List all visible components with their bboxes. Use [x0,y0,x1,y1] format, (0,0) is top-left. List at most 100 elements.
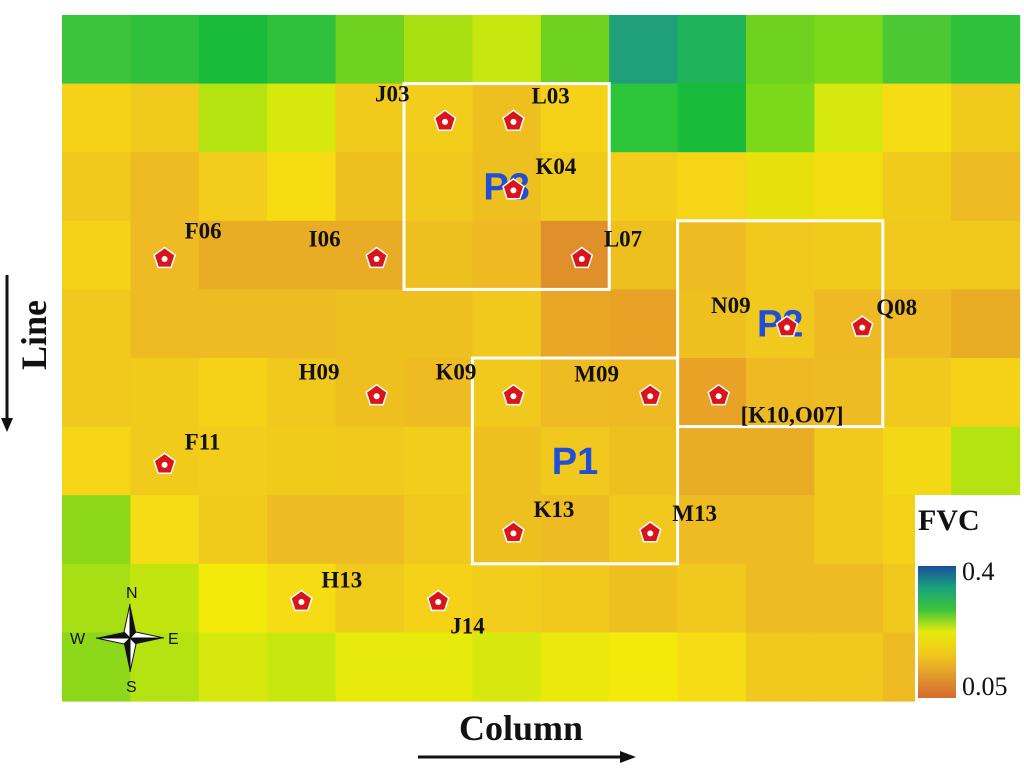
site-dot [373,393,380,400]
grid-cell [540,495,610,565]
site-marker: K13 [502,497,574,543]
site-marker: Q08 [850,295,917,337]
site-dot [161,256,168,263]
grid-cell [62,632,131,702]
compass-south-dark [124,638,130,672]
grid-cell [951,15,1021,85]
grid-cell [335,83,405,153]
grid-cell [746,15,815,85]
grid-cell [198,152,268,222]
grid-cell [472,220,542,290]
grid-cell [882,83,952,153]
sample-sites: J03 L03 K04 F06 I06 L07 N09 Q08 H09 K09 M09 [K10,O0… [153,81,917,639]
compass-north-dark [130,604,136,638]
grid-cell [677,495,747,565]
grid-cell [267,358,337,428]
grid-cell [335,152,405,222]
grid-cell [814,152,884,222]
grid-cell [540,289,610,359]
grid-cell [746,632,815,702]
grid-cell [335,15,405,85]
plot-outline-p3 [402,82,611,291]
grid-cell [814,426,884,496]
grid-cell [267,632,337,702]
site-dot [442,118,449,125]
grid-cell [62,83,131,153]
site-marker: L03 [502,83,570,131]
grid-cell [130,15,200,85]
grid-cell [746,426,815,496]
grid-cell [814,632,884,702]
grid-cell [472,563,542,633]
grid-cell [335,563,405,633]
site-dot [784,324,791,331]
site-label: L07 [604,227,642,252]
site-label: F11 [185,429,221,454]
site-label: J14 [450,614,485,639]
grid-cell [677,563,747,633]
legend-max-label: 0.4 [962,557,995,586]
grid-cell [882,358,952,428]
grid-cell [335,426,405,496]
grid-cell [677,15,747,85]
grid-cell [540,358,610,428]
site-dot [578,256,585,263]
grid-cell [130,83,200,153]
plot-outline-p2 [676,219,885,429]
site-label: I06 [309,227,341,252]
site-dot [510,118,517,125]
grid-cell [746,83,815,153]
site-marker: M09 [574,362,662,406]
grid-cell [814,358,884,428]
x-axis: Column [418,708,636,763]
grid-cell [540,83,610,153]
compass-west-dark [96,632,130,638]
site-marker: F11 [153,429,221,474]
grid-cell [335,289,405,359]
grid-cell [540,563,610,633]
site-dot [298,599,305,606]
grid-cell [746,220,815,290]
grid-cell [198,220,268,290]
site-label: H13 [321,568,362,593]
y-axis-label: Line [14,300,54,370]
grid-cell [130,289,200,359]
y-axis-arrowhead [1,418,13,432]
grid-cell [677,220,747,290]
site-label: Q08 [876,295,917,320]
site-dot [647,530,654,537]
legend-colorbar [918,566,956,698]
grid-cell [951,83,1021,153]
site-label: K13 [533,497,574,522]
site-marker: M13 [638,501,717,543]
grid-cell [404,289,473,359]
site-label: M09 [574,362,619,387]
grid-cell [198,426,268,496]
grid-cell [472,426,542,496]
grid-cell [540,632,610,702]
grid-cell [609,289,679,359]
grid-cell [540,152,610,222]
site-dot [647,393,654,400]
grid-cell [677,632,747,702]
grid-cell [335,632,405,702]
grid-cell [882,220,952,290]
grid-cell [404,426,473,496]
grid-cell [267,289,337,359]
site-label: L03 [531,83,569,108]
grid-cell [609,220,679,290]
compass-rose: N S E W [70,585,179,696]
grid-cell [951,289,1021,359]
grid-cell [609,563,679,633]
site-label: M13 [672,501,717,526]
grid-cell [609,632,679,702]
grid-cell [677,289,747,359]
site-dot [859,324,866,331]
site-dot [435,599,442,606]
grid-cell [62,495,131,565]
site-marker: H13 [290,568,362,612]
plot-outline-p1 [470,356,680,566]
site-marker: [K10,O07] [707,383,843,428]
grid-cell [540,426,610,496]
